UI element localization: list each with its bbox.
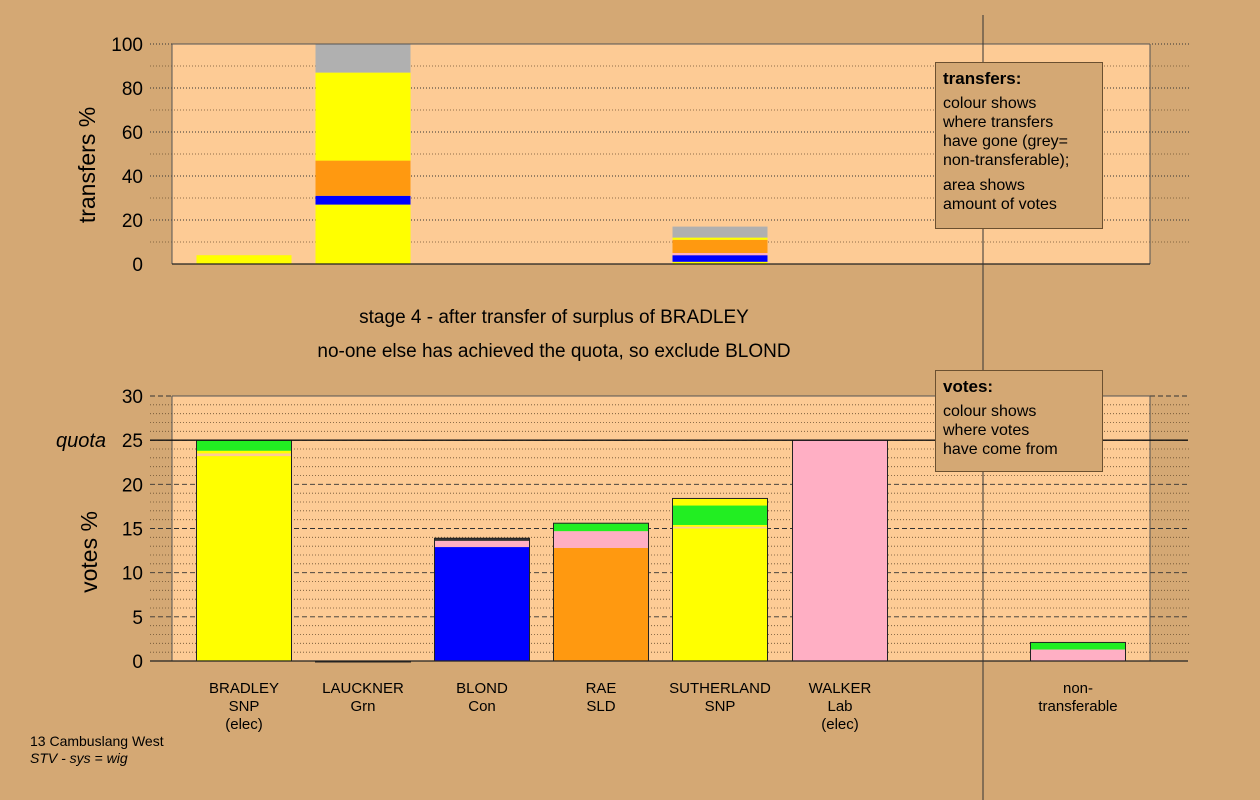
votes-bar-segment [196,456,292,661]
votes-bar-segment [553,523,649,532]
votes-tick-label: 30 [122,387,143,408]
transfers-legend-line: non-transferable); [943,152,1070,169]
transfers-bar-segment [672,253,768,256]
transfers-legend-line: area shows [943,177,1025,194]
candidate-party: Lab [827,698,852,715]
candidate-name: RAE [586,680,617,697]
candidate-name: WALKER [809,680,872,697]
votes-bar-segment [196,440,292,451]
transfers-legend-line: colour shows [943,95,1037,112]
votes-bar-segment [434,547,530,661]
votes-bar-segment [553,547,649,661]
votes-tick-label: 10 [122,564,143,585]
transfers-legend-line: where transfers [943,114,1054,131]
candidate-party: Grn [350,698,375,715]
votes-bar-segment [196,453,292,457]
candidate-status: (elec) [821,716,859,733]
transfers-legend-line: amount of votes [943,196,1057,213]
votes-tick-label: 25 [122,431,143,452]
votes-legend-line: have come from [943,441,1058,458]
votes-legend-title: votes: [943,377,994,396]
votes-bar-segment [672,526,768,529]
transfers-legend-title: transfers: [943,69,1022,88]
transfers-legend: transfers: colour shows where transfers … [935,62,1103,229]
votes-legend: votes: colour shows where votes have com… [935,370,1103,472]
transfers-bar-segment [672,226,768,238]
votes-bar-segment [196,450,292,454]
transfers-legend-line: have gone (grey= [943,133,1068,150]
transfers-bar-segment [672,239,768,253]
votes-bar-segment [1030,642,1126,650]
candidate-party: transferable [1038,698,1117,715]
candidate-name: non- [1063,680,1093,697]
ward-name: 13 Cambuslang West [30,733,164,749]
votes-legend-line: colour shows [943,403,1037,420]
footer: 13 Cambuslang West STV - sys = wig [30,733,164,767]
votes-axis-label: votes % [76,511,102,593]
candidate-name: SUTHERLAND [669,680,771,697]
candidate-party: Con [468,698,496,715]
candidate-status: (elec) [225,716,263,733]
transfers-tick-label: 40 [122,167,143,188]
stage-instruction: no-one else has achieved the quota, so e… [317,341,790,362]
chart-texts: stage 4 - after transfer of surplus of B… [56,107,791,593]
votes-bar-segment [434,540,530,548]
transfers-tick-label: 60 [122,123,143,144]
votes-bar-segment [672,524,768,527]
votes-bar-segment [792,440,888,661]
transfers-bar-segment [672,237,768,240]
transfers-bar-segment [315,160,411,196]
transfers-bar-segment [315,204,411,264]
transfers-bar-segment [315,44,411,73]
votes-bar-segment [672,498,768,506]
candidate-party: SNP [705,698,736,715]
votes-bar-segment [672,505,768,525]
votes-tick-label: 5 [132,608,143,629]
votes-tick-label: 20 [122,475,143,496]
transfers-tick-label: 100 [111,35,143,56]
stage-description: stage 4 - after transfer of surplus of B… [359,307,749,328]
votes-tick-label: 0 [132,652,143,673]
candidate-name: BLOND [456,680,508,697]
system-label: STV - sys = wig [30,750,128,766]
votes-bar-segment [434,538,530,541]
votes-legend-line: where votes [943,422,1030,439]
transfers-tick-label: 0 [132,255,143,276]
transfers-bar-segment [315,72,411,161]
transfers-tick-label: 20 [122,211,143,232]
votes-tick-label: 15 [122,520,143,541]
votes-bar-segment [1030,649,1126,661]
votes-bar-segment [672,528,768,661]
candidate-name: LAUCKNER [322,680,404,697]
transfers-bar-segment [672,255,768,262]
transfers-bar-segment [196,255,292,264]
transfers-bar-segment [672,261,768,264]
transfers-bar-segment [315,195,411,205]
votes-bar-segment [553,531,649,548]
transfers-tick-label: 80 [122,79,143,100]
candidate-name: BRADLEY [209,680,279,697]
candidate-party: SNP [229,698,260,715]
candidate-party: SLD [586,698,615,715]
transfers-axis-label: transfers % [74,107,100,223]
quota-label: quota [56,430,106,452]
